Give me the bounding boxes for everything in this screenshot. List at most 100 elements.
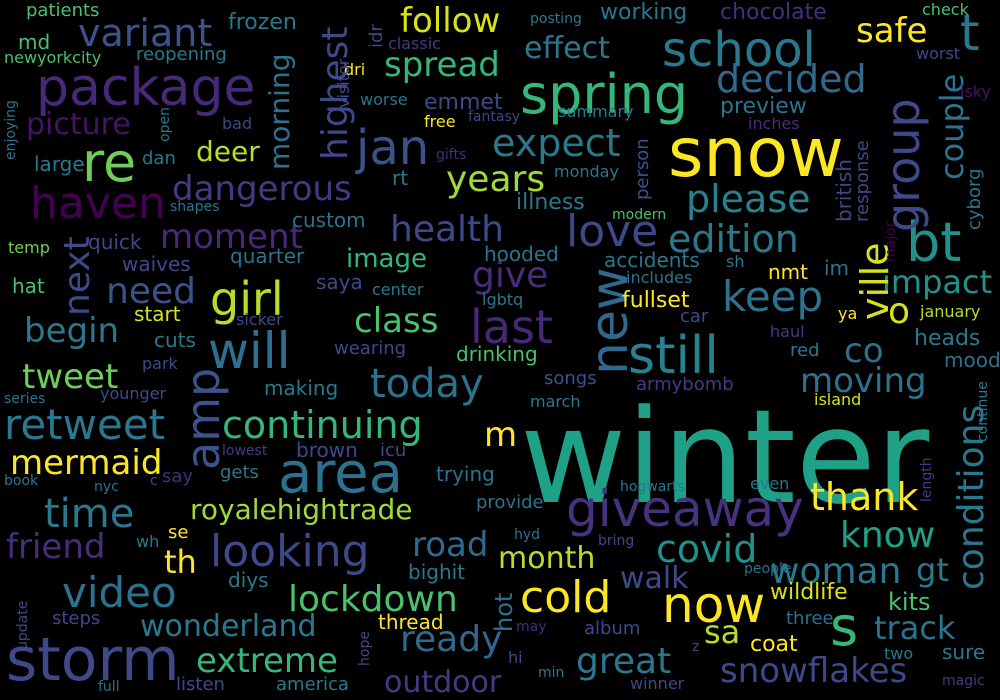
word-expect: expect [492,121,621,165]
word-hooded: hooded [484,242,559,266]
word-continue: continue [975,381,991,442]
word-reopening: reopening [136,44,227,65]
word-storm: storm [6,625,180,695]
word-inches: inches [748,114,800,133]
word-effect: effect [524,31,610,66]
word-health: health [390,209,504,250]
word-thread: thread [378,610,444,634]
word-full: full [98,679,120,695]
word-modern: modern [612,207,667,223]
word-bighit: bighit [408,560,466,584]
word-class: class [354,301,439,341]
word-deer: deer [196,135,260,168]
word-red: red [790,340,820,361]
word-safe: safe [856,11,928,51]
word-friend: friend [6,527,106,567]
word-sh: sh [726,252,745,271]
word-idr: idr [366,24,387,48]
word-image: image [346,244,427,274]
word-time: time [44,491,135,537]
word-armybomb: armybomb [636,374,734,395]
word-trying: trying [436,462,495,486]
word-bt: bt [906,211,962,274]
word-giveaway: giveaway [566,480,804,538]
word-free: free [424,112,456,131]
word-picture: picture [26,107,131,142]
word-spring: spring [520,63,689,126]
word-royalehightrade: royalehightrade [190,493,413,526]
word-please: please [686,177,811,221]
word-tweet: tweet [22,357,119,397]
word-lockdown: lockdown [288,579,458,620]
word-making: making [264,376,339,400]
word-hot: hot [490,592,518,632]
word-fullset: fullset [622,288,690,313]
word-hi: hi [508,648,523,667]
word-classic: classic [388,34,441,53]
word-outdoor: outdoor [384,665,502,700]
word-mood: mood [944,348,1000,372]
word-worse: worse [360,90,408,109]
word-may: may [516,619,547,635]
word-ya: ya [838,304,858,323]
word-gt: gt [916,551,949,589]
word-bring: bring [598,533,635,549]
word-isky: isky [960,82,991,101]
word-looking: looking [210,526,370,577]
word-enjoying: enjoying [3,100,19,160]
word-songs: songs [544,368,597,389]
word-snow: snow [668,114,844,193]
word-book: book [4,473,39,489]
word-lgbtq: lgbtq [482,290,524,309]
word-love: love [566,206,659,257]
word-winner: winner [630,674,685,693]
word-im: im [824,256,850,280]
word-hat: hat [12,274,45,298]
word-posting: posting [530,11,582,27]
word-frozen: frozen [228,10,297,35]
word-custom: custom [292,208,366,232]
word-know: know [840,515,936,556]
word-people: people [744,561,792,577]
word-chocolate: chocolate [720,0,827,25]
word-center: center [372,280,424,299]
word-monday: monday [554,162,619,181]
word-major: major [883,221,899,262]
word-will: will [208,322,291,380]
word-brown: brown [296,438,358,462]
word-kits: kits [888,588,931,616]
word-mermaid: mermaid [10,443,163,483]
word-diys: diys [228,568,269,592]
word-se: se [168,522,189,543]
word-drinking: drinking [456,342,538,366]
word-haul: haul [770,322,805,341]
word-quarter: quarter [230,244,305,268]
word-thank: thank [810,475,919,519]
word-nmt: nmt [768,260,808,284]
word-newyorkcity: newyorkcity [4,48,102,67]
word-video: video [62,568,177,617]
word-variant: variant [78,11,213,55]
word-listen: listen [176,674,225,695]
word-two: two [884,644,914,663]
word-update: update [15,600,31,650]
word-extreme: extreme [196,641,338,681]
word-preview: preview [720,94,807,119]
word-woman: woman [770,551,902,592]
word-m: m [484,415,518,455]
word-th: th [164,543,197,581]
word-heads: heads [914,326,981,351]
word-temp: temp [8,238,50,257]
word-now: now [662,576,766,634]
word-t: t [960,4,980,62]
word-ready: ready [400,619,503,660]
word-sure: sure [942,640,986,664]
word-cyborg: cyborg [964,168,985,231]
word-response: response [852,140,873,222]
word-series: series [4,391,46,407]
word-re: re [82,131,137,194]
word-bad: bad [222,114,253,133]
word-shapes: shapes [170,199,220,215]
word-group: group [876,98,930,232]
